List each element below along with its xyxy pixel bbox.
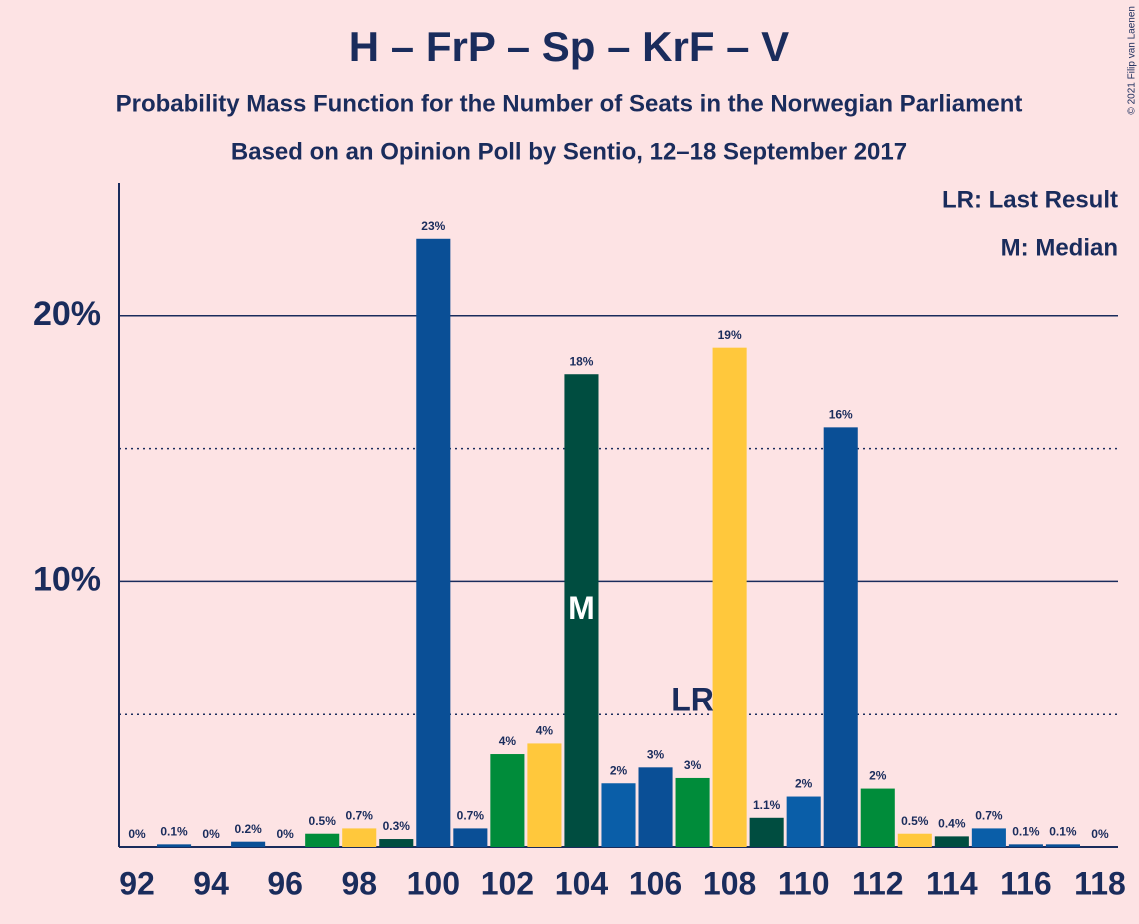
bar	[638, 767, 673, 847]
value-label: 0%	[276, 827, 294, 841]
value-label: 0.1%	[1049, 825, 1077, 839]
value-label: 0.1%	[160, 825, 188, 839]
x-tick-label: 110	[778, 865, 830, 901]
bar	[305, 833, 340, 847]
chart-subtitle: Probability Mass Function for the Number…	[116, 90, 1023, 117]
value-label: 0.7%	[975, 809, 1003, 823]
annotation: LR	[671, 681, 714, 717]
x-tick-label: 114	[926, 865, 978, 901]
value-label: 4%	[536, 724, 554, 738]
value-label: 18%	[569, 354, 593, 368]
x-tick-label: 94	[193, 865, 229, 901]
x-tick-label: 92	[119, 865, 155, 901]
x-tick-label: 106	[629, 865, 682, 901]
bar	[601, 783, 636, 847]
bar	[342, 828, 377, 847]
value-label: 0.5%	[309, 814, 337, 828]
x-tick-label: 98	[341, 865, 377, 901]
value-label: 0.3%	[383, 819, 411, 833]
bar	[934, 836, 969, 847]
x-tick-label: 102	[481, 865, 534, 901]
value-label: 1.1%	[753, 798, 781, 812]
value-label: 23%	[421, 219, 445, 233]
x-tick-label: 118	[1074, 865, 1126, 901]
x-tick-label: 104	[555, 865, 609, 901]
value-label: 19%	[718, 328, 742, 342]
bar	[416, 238, 451, 847]
value-label: 0.5%	[901, 814, 929, 828]
value-label: 0.2%	[234, 822, 262, 836]
value-label: 2%	[610, 763, 628, 777]
bar	[897, 833, 932, 847]
value-label: 0.4%	[938, 817, 966, 831]
value-label: 0.7%	[346, 809, 374, 823]
y-tick-label: 10%	[33, 560, 101, 598]
value-label: 0.1%	[1012, 825, 1040, 839]
chart-subtitle: Based on an Opinion Poll by Sentio, 12–1…	[231, 138, 907, 165]
value-label: 0%	[128, 827, 146, 841]
bar	[712, 347, 747, 847]
credit: © 2021 Filip van Laenen	[1127, 6, 1138, 115]
bar	[786, 796, 821, 847]
bar	[157, 844, 192, 847]
value-label: 0%	[202, 827, 220, 841]
bar	[860, 788, 895, 847]
legend-entry: LR: Last Result	[942, 186, 1118, 213]
bar	[231, 841, 266, 847]
x-tick-label: 108	[703, 865, 756, 901]
bar	[823, 427, 858, 847]
bar	[490, 754, 525, 847]
x-tick-label: 112	[852, 865, 904, 901]
value-label: 0.7%	[457, 809, 485, 823]
value-label: 3%	[684, 758, 702, 772]
bar	[1008, 844, 1043, 847]
value-label: 16%	[829, 408, 853, 422]
bar	[971, 828, 1006, 847]
legend-entry: M: Median	[1001, 234, 1118, 261]
x-tick-label: 116	[1000, 865, 1052, 901]
value-label: 4%	[499, 734, 517, 748]
x-tick-label: 100	[407, 865, 460, 901]
bar	[749, 817, 784, 847]
y-tick-label: 20%	[33, 295, 101, 333]
bar	[453, 828, 488, 847]
chart-title: H – FrP – Sp – KrF – V	[349, 23, 789, 70]
bar	[379, 839, 414, 847]
bar	[564, 374, 599, 847]
bar	[1045, 844, 1080, 847]
value-label: 2%	[795, 777, 813, 791]
bar	[675, 777, 710, 847]
x-tick-label: 96	[267, 865, 303, 901]
value-label: 3%	[647, 747, 665, 761]
bar	[527, 743, 562, 847]
value-label: 2%	[869, 769, 887, 783]
annotation: M	[568, 590, 595, 626]
value-label: 0%	[1091, 827, 1109, 841]
